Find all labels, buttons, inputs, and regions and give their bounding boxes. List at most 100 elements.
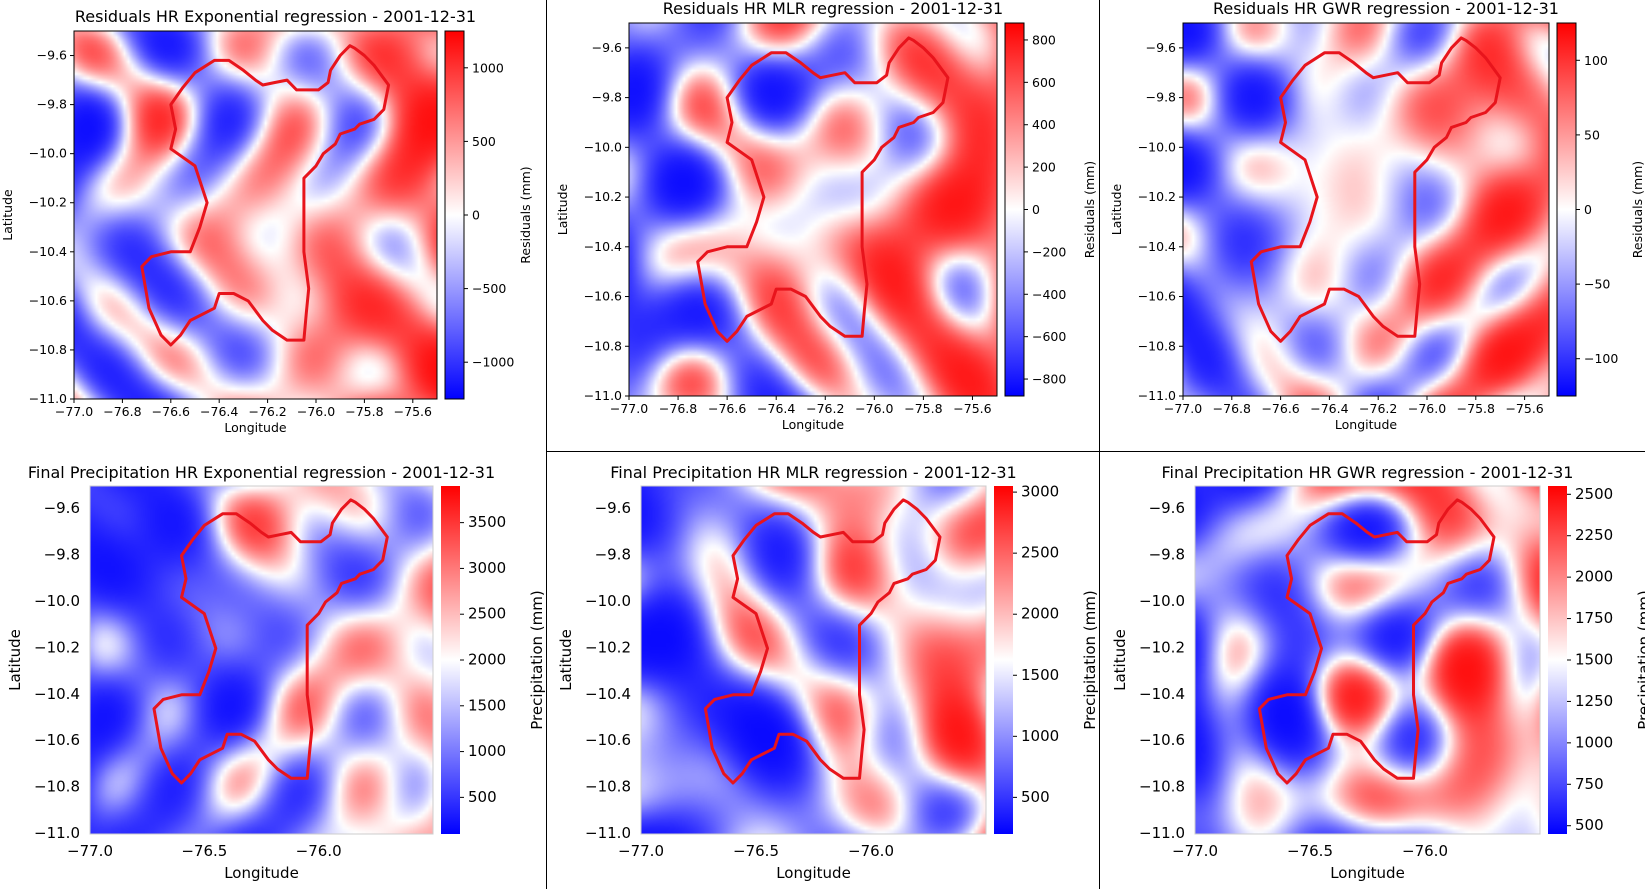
y-tick-label: −10.2 bbox=[584, 189, 622, 204]
chart-6: Final Precipitation HR GWR regression - … bbox=[1111, 463, 1645, 882]
y-tick-label: −10.8 bbox=[1139, 778, 1185, 796]
y-tick-label: −9.6 bbox=[44, 499, 80, 517]
chart-title: Final Precipitation HR MLR regression - … bbox=[610, 463, 1016, 482]
colorbar-tick-label: 2000 bbox=[1575, 568, 1613, 586]
y-axis-label: Latitude bbox=[555, 183, 570, 235]
colorbar-label: Residuals (mm) bbox=[1082, 161, 1097, 258]
colorbar-tick-label: 1750 bbox=[1575, 609, 1613, 627]
horizontal-divider bbox=[546, 451, 1645, 452]
x-tick-label: −77.0 bbox=[55, 404, 93, 419]
colorbar-tick-label: −500 bbox=[472, 281, 506, 296]
x-tick-label: −77.0 bbox=[1164, 401, 1202, 416]
x-axis-label: Longitude bbox=[776, 864, 851, 882]
x-tick-label: −77.0 bbox=[1172, 842, 1218, 860]
x-axis-label: Longitude bbox=[224, 864, 299, 882]
colorbar-tick-label: −800 bbox=[1032, 372, 1066, 387]
x-tick-label: −76.2 bbox=[806, 401, 844, 416]
x-tick-label: −75.8 bbox=[904, 401, 942, 416]
x-tick-label: −76.8 bbox=[659, 401, 697, 416]
colorbar-tick-label: 500 bbox=[468, 788, 497, 806]
x-tick-label: −75.6 bbox=[394, 404, 432, 419]
colorbar-label: Residuals (mm) bbox=[1630, 161, 1645, 258]
y-tick-label: −9.8 bbox=[1146, 90, 1176, 105]
chart-3: Residuals HR GWR regression - 2001-12-31… bbox=[1109, 0, 1645, 432]
x-tick-label: −76.4 bbox=[200, 404, 238, 419]
y-tick-label: −10.4 bbox=[584, 239, 622, 254]
y-tick-label: −9.6 bbox=[1149, 499, 1185, 517]
colorbar-tick-label: 1500 bbox=[1575, 651, 1613, 669]
y-axis-label: Latitude bbox=[1111, 629, 1129, 691]
colorbar-tick-label: 0 bbox=[1584, 202, 1592, 217]
plot-frame bbox=[640, 485, 987, 835]
x-tick-label: −76.5 bbox=[181, 842, 227, 860]
x-tick-label: −75.8 bbox=[345, 404, 383, 419]
colorbar-tick-label: 3000 bbox=[468, 559, 506, 577]
x-tick-label: −75.6 bbox=[1505, 401, 1543, 416]
y-tick-label: −10.6 bbox=[1138, 289, 1176, 304]
y-tick-label: −11.0 bbox=[1139, 824, 1185, 842]
y-tick-label: −10.4 bbox=[1139, 685, 1185, 703]
y-tick-label: −10.2 bbox=[585, 638, 631, 656]
colorbar-tick-label: 2500 bbox=[468, 605, 506, 623]
colorbar-tick-label: 0 bbox=[1032, 202, 1040, 217]
x-axis-label: Longitude bbox=[782, 417, 844, 432]
y-tick-label: −10.6 bbox=[585, 731, 631, 749]
y-axis-label: Latitude bbox=[6, 629, 24, 691]
chart-title: Final Precipitation HR GWR regression - … bbox=[1162, 463, 1574, 482]
colorbar-tick-label: 1000 bbox=[1575, 733, 1613, 751]
x-tick-label: −76.0 bbox=[848, 842, 894, 860]
chart-panel-6: Final Precipitation HR GWR regression - … bbox=[1100, 452, 1645, 889]
chart-5: Final Precipitation HR MLR regression - … bbox=[557, 463, 1099, 882]
y-tick-label: −9.6 bbox=[1146, 40, 1176, 55]
x-tick-label: −76.0 bbox=[296, 842, 342, 860]
colorbar-tick-label: −200 bbox=[1032, 244, 1066, 259]
plot-frame bbox=[1194, 485, 1541, 835]
basin-outline bbox=[1249, 36, 1502, 343]
basin-outline bbox=[1257, 498, 1496, 785]
basin-outline bbox=[703, 498, 942, 785]
colorbar-tick-label: 50 bbox=[1584, 127, 1600, 142]
heatmap-field bbox=[1195, 486, 1540, 834]
colorbar-tick-label: 1000 bbox=[468, 742, 506, 760]
y-axis-label: Latitude bbox=[1109, 183, 1124, 235]
y-tick-label: −10.0 bbox=[1139, 592, 1185, 610]
colorbar-tick-label: 100 bbox=[1584, 53, 1608, 68]
y-tick-label: −10.8 bbox=[585, 778, 631, 796]
y-tick-label: −11.0 bbox=[1138, 388, 1176, 403]
heatmap-field bbox=[629, 23, 997, 396]
colorbar-tick-label: 2250 bbox=[1575, 526, 1613, 544]
chart-1: Residuals HR Exponential regression - 20… bbox=[0, 7, 533, 435]
colorbar bbox=[1548, 486, 1567, 834]
colorbar-tick-label: 2000 bbox=[468, 651, 506, 669]
y-tick-label: −11.0 bbox=[584, 388, 622, 403]
x-tick-label: −76.4 bbox=[757, 401, 795, 416]
basin-outline bbox=[152, 498, 389, 785]
y-tick-label: −9.6 bbox=[595, 499, 631, 517]
y-tick-label: −9.8 bbox=[37, 97, 67, 112]
y-tick-label: −10.6 bbox=[1139, 731, 1185, 749]
colorbar-tick-label: 500 bbox=[1575, 816, 1604, 834]
colorbar-tick-label: 1000 bbox=[472, 60, 504, 75]
y-tick-label: −10.8 bbox=[1138, 338, 1176, 353]
colorbar-tick-label: 3000 bbox=[1021, 483, 1059, 501]
x-tick-label: −75.6 bbox=[953, 401, 991, 416]
colorbar-label: Precipitation (mm) bbox=[1635, 590, 1645, 729]
colorbar bbox=[441, 486, 460, 834]
colorbar-tick-label: 1000 bbox=[1021, 727, 1059, 745]
plot-frame bbox=[89, 485, 434, 835]
x-tick-label: −76.4 bbox=[1310, 401, 1348, 416]
colorbar-tick-label: −50 bbox=[1584, 277, 1610, 292]
colorbar-tick-label: 500 bbox=[1021, 788, 1050, 806]
x-axis-label: Longitude bbox=[1335, 417, 1397, 432]
y-tick-label: −10.4 bbox=[29, 244, 67, 259]
heatmap-field bbox=[641, 486, 986, 834]
chart-panel-5: Final Precipitation HR MLR regression - … bbox=[547, 452, 1099, 889]
y-tick-label: −10.8 bbox=[34, 778, 80, 796]
y-tick-label: −10.0 bbox=[34, 592, 80, 610]
x-axis-label: Longitude bbox=[1330, 864, 1405, 882]
x-tick-label: −76.0 bbox=[1402, 842, 1448, 860]
colorbar-tick-label: 600 bbox=[1032, 75, 1056, 90]
y-tick-label: −10.4 bbox=[34, 685, 80, 703]
colorbar-label: Precipitation (mm) bbox=[528, 590, 546, 729]
colorbar-tick-label: 800 bbox=[1032, 32, 1056, 47]
